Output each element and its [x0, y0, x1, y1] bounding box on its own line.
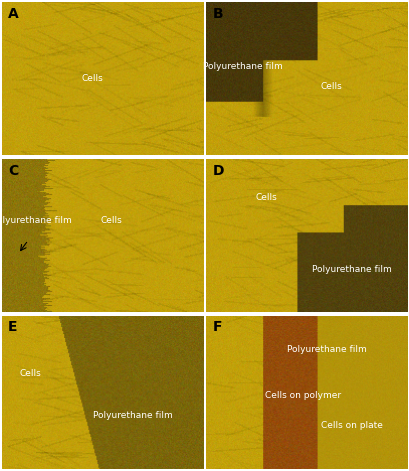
- Text: Polyurethane film: Polyurethane film: [311, 265, 390, 274]
- Text: B: B: [212, 7, 222, 21]
- Text: C: C: [8, 163, 18, 178]
- Text: A: A: [8, 7, 19, 21]
- Text: Polyurethane film: Polyurethane film: [0, 216, 72, 225]
- Text: Cells: Cells: [82, 74, 103, 83]
- Text: E: E: [8, 320, 18, 334]
- Text: D: D: [212, 163, 223, 178]
- Text: Cells on polymer: Cells on polymer: [264, 391, 340, 400]
- Text: Polyurethane film: Polyurethane film: [287, 345, 366, 354]
- Text: Cells: Cells: [19, 369, 41, 378]
- Text: Polyurethane film: Polyurethane film: [93, 411, 173, 420]
- Text: Cells on plate: Cells on plate: [320, 422, 382, 430]
- Text: F: F: [212, 320, 221, 334]
- Text: Cells: Cells: [100, 216, 121, 225]
- Text: Cells: Cells: [255, 193, 277, 202]
- Text: Polyurethane film: Polyurethane film: [202, 62, 282, 71]
- Text: Cells: Cells: [320, 82, 342, 91]
